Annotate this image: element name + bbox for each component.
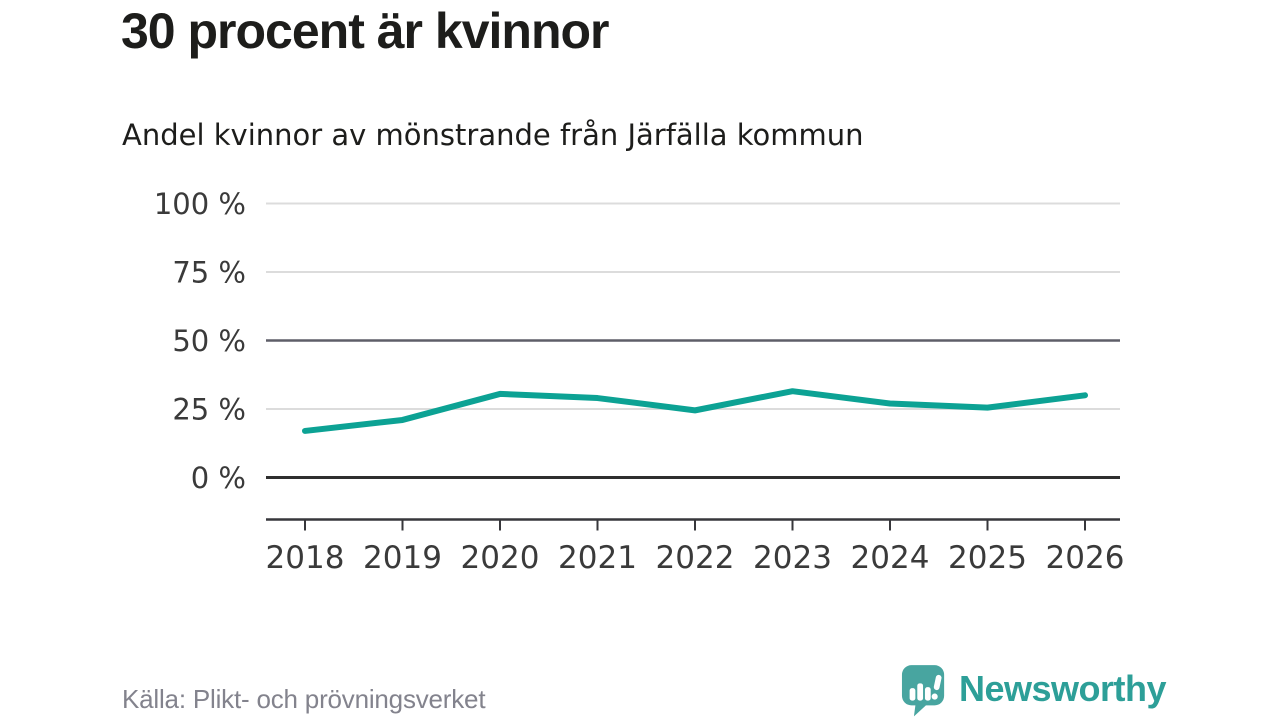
- newsworthy-wordmark: Newsworthy: [959, 668, 1167, 709]
- x-tick-label-2024: 2024: [851, 540, 930, 576]
- y-tick-label-75: 75 %: [172, 256, 246, 290]
- y-tick-label-50: 50 %: [172, 324, 246, 358]
- y-tick-label-0: 0 %: [191, 461, 246, 495]
- bar-icon-tall: [917, 683, 924, 701]
- x-tick-label-2025: 2025: [948, 540, 1027, 576]
- x-tick-label-2018: 2018: [266, 540, 345, 576]
- newsworthy-logo-icon: [901, 665, 945, 717]
- chart-subtitle: Andel kvinnor av mönstrande från Järfäll…: [122, 118, 864, 152]
- x-tick-label-2020: 2020: [461, 540, 540, 576]
- x-tick-label-2022: 2022: [656, 540, 735, 576]
- x-tick-label-2023: 2023: [753, 540, 832, 576]
- bar-icon-small: [909, 688, 916, 701]
- x-tick-label-2021: 2021: [558, 540, 637, 576]
- newsworthy-logo: Newsworthy: [901, 664, 1167, 718]
- exclamation-icon: [931, 674, 942, 700]
- y-tick-label-100: 100 %: [154, 187, 246, 221]
- source-caption: Källa: Plikt- och prövningsverket: [122, 684, 486, 714]
- x-tick-label-2026: 2026: [1046, 540, 1125, 576]
- data-line-series-0: [302, 388, 1088, 434]
- y-tick-label-25: 25 %: [172, 393, 246, 427]
- x-tick-label-2019: 2019: [363, 540, 442, 576]
- page-title: 30 procent är kvinnor: [121, 3, 609, 59]
- bar-icon-medium: [924, 687, 931, 701]
